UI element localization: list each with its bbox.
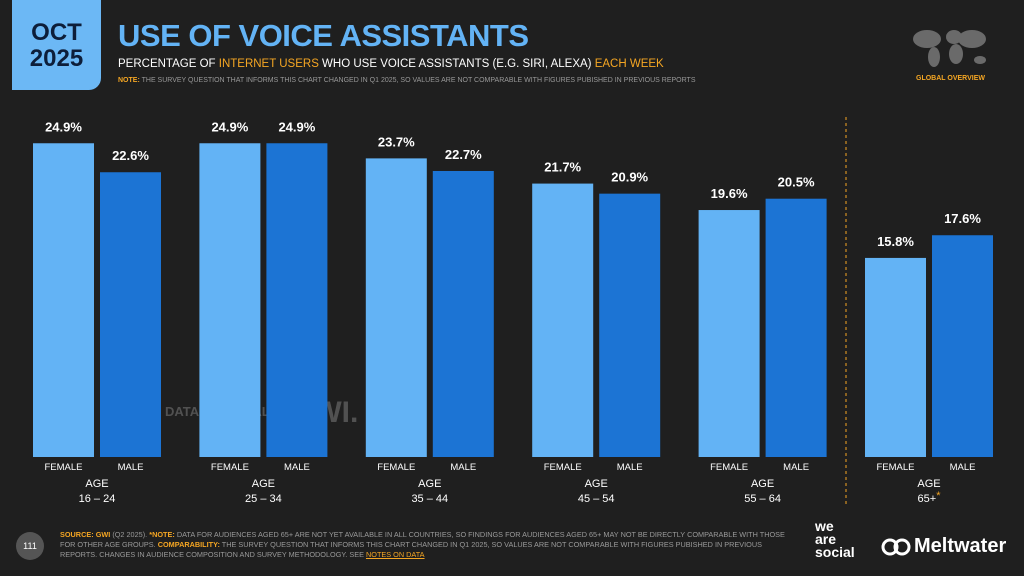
value-label: 24.9%: [211, 119, 248, 134]
category-text: 45 – 54: [578, 493, 615, 505]
note-text: THE SURVEY QUESTION THAT INFORMS THIS CH…: [141, 77, 696, 84]
bar: [33, 143, 94, 457]
value-label: 23.7%: [378, 134, 415, 149]
brand-word: we: [815, 518, 834, 534]
value-label: 20.5%: [778, 175, 815, 190]
bar: [698, 210, 760, 457]
source-detail: (Q2 2025).: [112, 530, 148, 539]
brand-we-are-social: we are social: [815, 518, 855, 560]
category-label: 25 – 34: [245, 493, 282, 505]
value-label: 20.9%: [611, 170, 648, 185]
date-badge: OCT 2025: [12, 0, 101, 90]
subtitle-part: PERCENTAGE OF: [118, 58, 219, 70]
category-label: 16 – 24: [79, 493, 116, 505]
category-title: AGE: [917, 478, 940, 490]
value-label: 21.7%: [544, 160, 581, 175]
value-label: 24.9%: [278, 119, 315, 134]
date-month: OCT: [31, 19, 82, 46]
note: NOTE: THE SURVEY QUESTION THAT INFORMS T…: [118, 77, 696, 84]
footnote: DATA FOR AUDIENCES AGED 65+ ARE NOT YET …: [60, 530, 785, 549]
bar: [865, 257, 926, 457]
bar: [532, 183, 594, 457]
category-text: 16 – 24: [79, 493, 116, 505]
bar: [932, 235, 993, 457]
bar: [599, 193, 661, 457]
category-title: AGE: [252, 478, 275, 490]
value-label: 15.8%: [877, 234, 914, 249]
category-label: 55 – 64: [744, 493, 781, 505]
category-text: 35 – 44: [411, 493, 448, 505]
value-label: 19.6%: [711, 186, 748, 201]
title: USE OF VOICE ASSISTANTS: [118, 18, 529, 53]
series-label: MALE: [783, 462, 809, 473]
source: GWI: [95, 530, 111, 539]
subtitle-part: EACH WEEK: [594, 58, 664, 70]
section-label: GLOBAL OVERVIEW: [916, 75, 985, 82]
series-label: MALE: [950, 462, 976, 473]
series-label: FEMALE: [876, 462, 914, 473]
value-label: 24.9%: [45, 119, 82, 134]
subtitle: PERCENTAGE OF INTERNET USERS WHO USE VOI…: [118, 58, 664, 70]
note-label: NOTE:: [118, 77, 140, 84]
bar: [365, 158, 427, 457]
category-title: AGE: [751, 478, 774, 490]
notes-link[interactable]: NOTES ON DATA: [366, 550, 425, 559]
footnote-mark: *: [936, 490, 941, 502]
series-label: MALE: [450, 462, 476, 473]
value-label: 22.6%: [112, 148, 149, 163]
category-text: 65+: [918, 493, 937, 505]
bar: [199, 143, 261, 457]
category-title: AGE: [418, 478, 441, 490]
comparability-label: COMPARABILITY:: [157, 540, 220, 549]
category-text: 55 – 64: [744, 493, 781, 505]
value-label: 22.7%: [445, 147, 482, 162]
series-label: MALE: [284, 462, 310, 473]
footer: SOURCE: GWI (Q2 2025). *NOTE: DATA FOR A…: [60, 530, 795, 560]
page-number: 111: [16, 532, 44, 560]
category-label: 35 – 44: [411, 493, 448, 505]
brand-word: are: [815, 531, 837, 547]
subtitle-part: WHO USE VOICE ASSISTANTS (E.G. SIRI, ALE…: [318, 58, 595, 70]
series-label: MALE: [617, 462, 643, 473]
bar: [100, 172, 161, 458]
series-label: FEMALE: [44, 462, 82, 473]
comparability: THE SURVEY QUESTION THAT INFORMS THIS CH…: [60, 540, 762, 559]
value-label: 17.6%: [944, 211, 981, 226]
category-text: 25 – 34: [245, 493, 282, 505]
series-label: FEMALE: [710, 462, 748, 473]
series-label: FEMALE: [377, 462, 415, 473]
category-label: 45 – 54: [578, 493, 615, 505]
brand-word: social: [815, 544, 855, 560]
date-year: 2025: [29, 45, 84, 72]
category-label: 65+*: [918, 490, 942, 505]
chart: DATAREPORTALGWI.24.9%FEMALE22.6%MALEAGE1…: [33, 117, 993, 505]
brand-meltwater: Meltwater: [914, 535, 1007, 557]
bar: [266, 143, 328, 457]
subtitle-part: INTERNET USERS: [218, 58, 319, 70]
bar: [432, 170, 494, 458]
category-title: AGE: [85, 478, 108, 490]
footnote-label: *NOTE:: [149, 530, 175, 539]
bar: [765, 198, 827, 457]
world-map: [913, 30, 986, 67]
series-label: FEMALE: [211, 462, 249, 473]
series-label: FEMALE: [544, 462, 582, 473]
source-label: SOURCE:: [60, 530, 94, 539]
meltwater-logo: [881, 538, 911, 556]
category-title: AGE: [585, 478, 608, 490]
series-label: MALE: [118, 462, 144, 473]
